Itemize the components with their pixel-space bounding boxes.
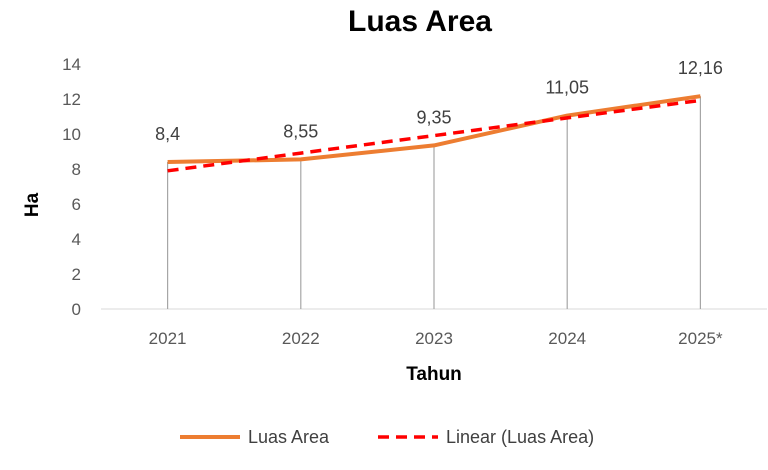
- data-label: 8,55: [283, 121, 318, 141]
- x-tick-label: 2021: [149, 329, 187, 348]
- data-label: 11,05: [545, 78, 589, 98]
- y-tick-label: 4: [72, 230, 81, 249]
- x-tick-label: 2023: [415, 329, 453, 348]
- x-axis-title: Tahun: [406, 364, 462, 385]
- series-line: [167, 94, 701, 164]
- legend-label: Luas Area: [248, 427, 330, 447]
- x-tick-label: 2025*: [678, 329, 723, 348]
- y-tick-label: 6: [72, 195, 81, 214]
- data-label: 8,4: [155, 124, 180, 144]
- y-tick-label: 10: [62, 125, 81, 144]
- y-tick-label: 2: [72, 265, 81, 284]
- data-label: 12,16: [678, 58, 723, 78]
- x-tick-label: 2022: [282, 329, 320, 348]
- data-label: 9,35: [416, 107, 451, 127]
- legend: Luas Area Linear (Luas Area): [180, 427, 594, 447]
- chart-title: Luas Area: [348, 5, 492, 38]
- x-tick-label: 2024: [548, 329, 586, 348]
- legend-label: Linear (Luas Area): [446, 427, 594, 447]
- y-tick-label: 8: [72, 160, 81, 179]
- plot-area: 0 2 4 6 8 10 12 14 2021 2022 2023 2024 2025* 8,4 8,55 9…: [62, 55, 767, 348]
- y-tick-label: 12: [62, 90, 81, 109]
- y-tick-label: 14: [62, 55, 81, 74]
- y-axis-title: Ha: [22, 192, 43, 217]
- y-tick-label: 0: [72, 300, 81, 319]
